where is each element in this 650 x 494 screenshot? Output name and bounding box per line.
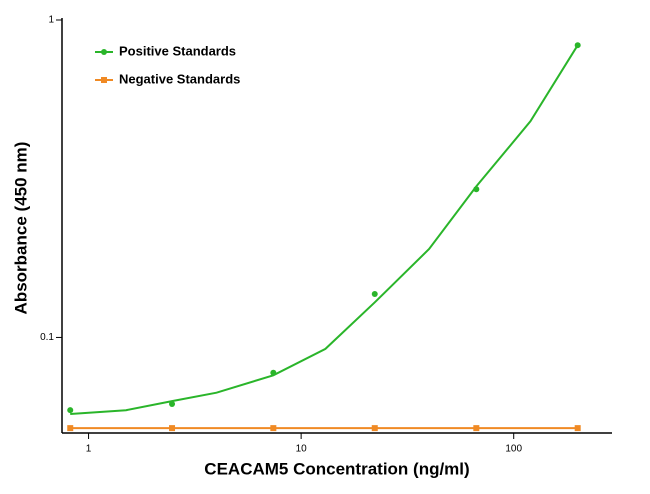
legend-label: Negative Standards [119,71,240,86]
legend-marker [101,49,107,55]
point [473,186,480,193]
point [473,425,480,432]
legend-label: Positive Standards [119,43,236,58]
x-tick-label: 1 [86,444,92,455]
y-tick-label: 1 [48,15,54,26]
point [270,425,277,432]
point [67,425,74,432]
point [574,42,581,49]
x-tick-label: 100 [505,444,522,455]
x-tick-label: 10 [296,444,308,455]
x-axis-title: CEACAM5 Concentration (ng/ml) [204,459,469,478]
legend-marker [101,77,107,83]
point [371,425,378,432]
fit-curve [70,44,579,415]
point [270,369,277,376]
point [169,425,176,432]
y-tick-label: 0.1 [40,332,54,343]
point [169,401,176,408]
point [574,425,581,432]
point [371,291,378,298]
point [67,407,74,414]
y-axis-title: Absorbance (450 nm) [11,142,30,315]
